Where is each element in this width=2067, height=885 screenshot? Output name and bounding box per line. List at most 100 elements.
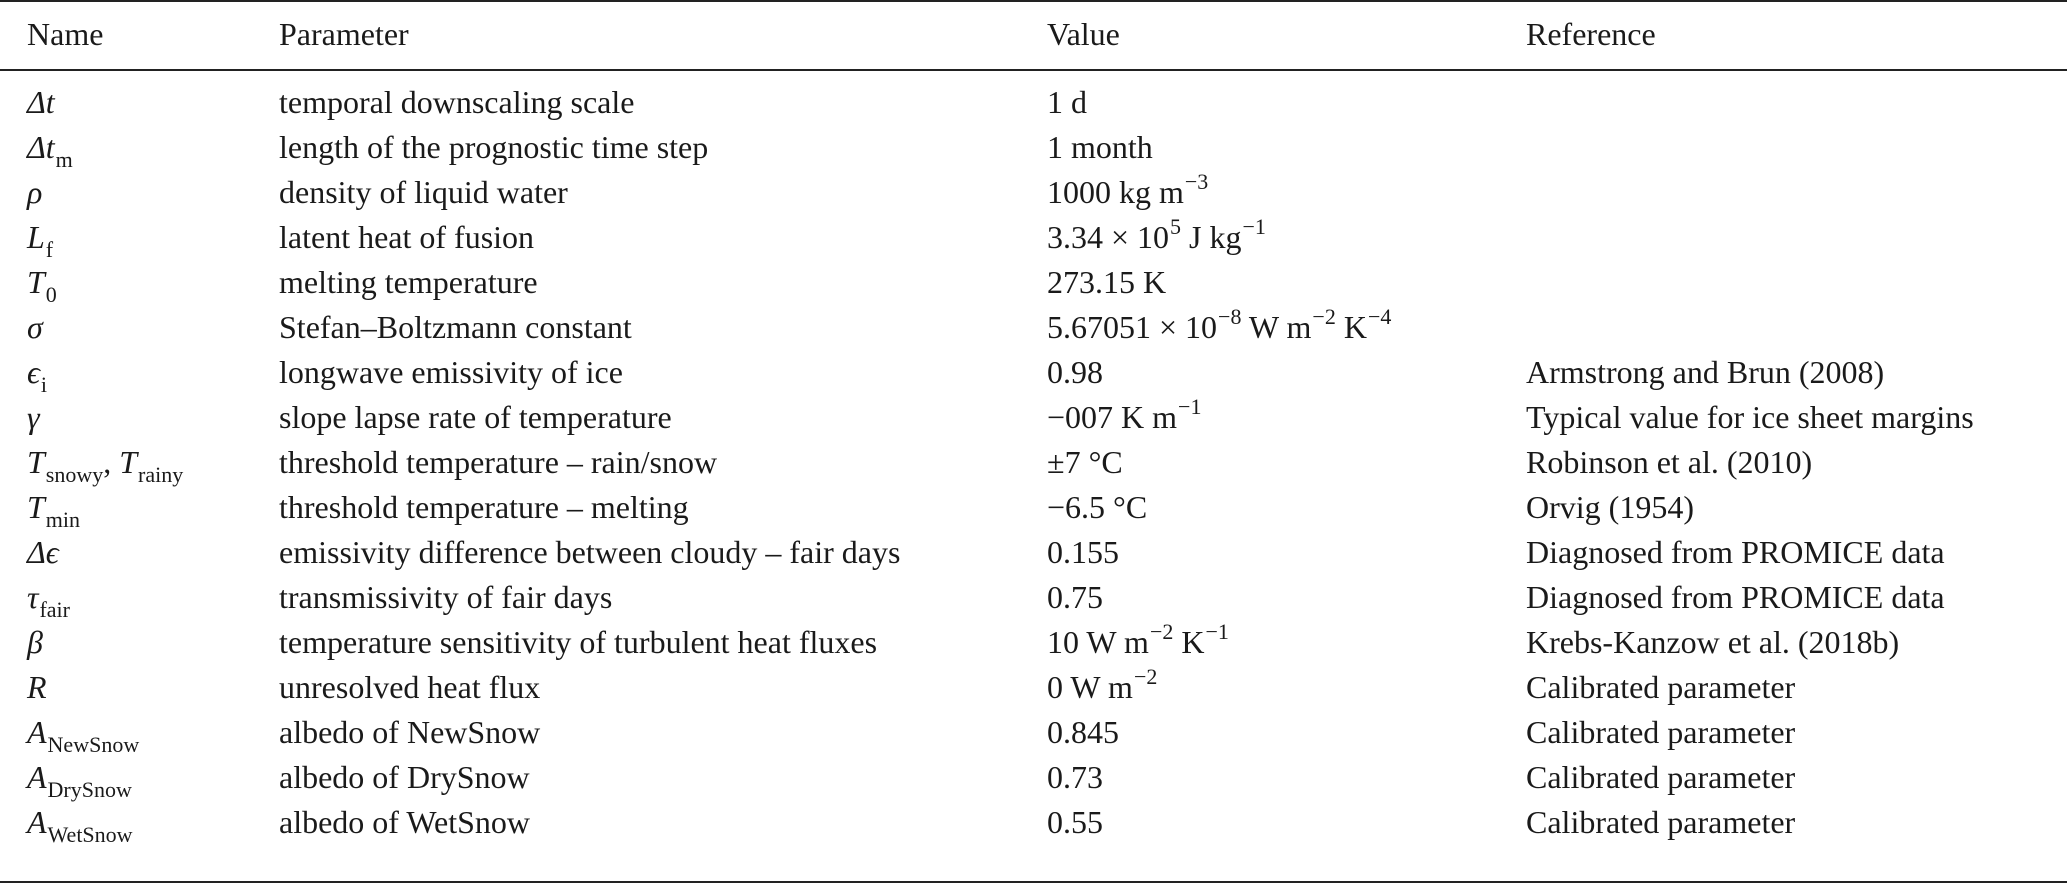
table-row: ADrySnow albedo of DrySnow 0.73 Calibrat…: [0, 755, 2067, 802]
parameter-cell: temperature sensitivity of turbulent hea…: [279, 624, 878, 660]
parameter-cell: Stefan–Boltzmann constant: [279, 309, 632, 345]
value-text: 0.98: [1047, 354, 1103, 390]
table-row: ϵi longwave emissivity of ice 0.98 Armst…: [0, 350, 2067, 397]
table-row: β temperature sensitivity of turbulent h…: [0, 619, 2067, 665]
symbol: T: [27, 489, 45, 525]
value-text: 0 W m: [1047, 669, 1133, 705]
header-value: Value: [1047, 16, 1120, 52]
symbol: Δϵ: [27, 534, 59, 570]
symbol-cell: ϵi: [27, 350, 47, 397]
value-cell: 0.55: [1047, 800, 1103, 845]
value-cell: 3.34 × 105 J kg−1: [1047, 214, 1266, 260]
parameter-cell: slope lapse rate of temperature: [279, 399, 672, 435]
table-header-rule: [0, 69, 2067, 71]
parameter-cell: albedo of DrySnow: [279, 759, 530, 795]
value-unit-2-exponent: −4: [1367, 304, 1392, 329]
table-header-row: Name Parameter Value Reference: [0, 12, 2067, 57]
value-exponent: −2: [1149, 619, 1174, 644]
table-row: Δtm length of the prognostic time step 1…: [0, 125, 2067, 172]
reference-cell: Diagnosed from PROMICE data: [1526, 534, 1945, 570]
value-cell: 1 month: [1047, 125, 1153, 170]
symbol-cell: γ: [27, 395, 40, 440]
parameter-cell: latent heat of fusion: [279, 219, 535, 255]
symbol-subscript: f: [45, 237, 54, 262]
table-row: T0 melting temperature 273.15 K: [0, 260, 2067, 307]
symbol-2: T: [119, 444, 138, 480]
table-row: ANewSnow albedo of NewSnow 0.845 Calibra…: [0, 710, 2067, 757]
table-row: Δϵ emissivity difference between cloudy …: [0, 530, 2067, 575]
parameter-cell: albedo of NewSnow: [279, 714, 541, 750]
value-cell: 0 W m−2: [1047, 664, 1158, 710]
reference-cell: Krebs-Kanzow et al. (2018b): [1526, 624, 1900, 660]
value-text: −007 K m: [1047, 399, 1178, 435]
parameter-cell: longwave emissivity of ice: [279, 354, 623, 390]
parameter-cell: threshold temperature – melting: [279, 489, 689, 525]
table-row: Lf latent heat of fusion 3.34 × 105 J kg…: [0, 214, 2067, 262]
value-cell: 1 d: [1047, 80, 1087, 125]
value-unit: W m: [1241, 309, 1312, 345]
value-cell: 0.98: [1047, 350, 1103, 395]
symbol: Δt: [27, 129, 55, 165]
table-top-rule: [0, 0, 2067, 2]
value-text: 0.155: [1047, 534, 1119, 570]
value-text: 0.75: [1047, 579, 1103, 615]
symbol-cell: Tsnowy, Trainy: [27, 440, 183, 487]
symbol: β: [27, 624, 43, 660]
value-text: −6.5 °C: [1047, 489, 1148, 525]
symbol-cell: ADrySnow: [27, 755, 132, 802]
value-cell: −007 K m−1: [1047, 394, 1201, 440]
value-text: 10 W m: [1047, 624, 1149, 660]
symbol-separator: ,: [103, 444, 120, 480]
symbol-subscript: WetSnow: [47, 822, 133, 847]
value-unit-exponent: −1: [1205, 619, 1229, 644]
value-text: 0.73: [1047, 759, 1103, 795]
value-text: 273.15 K: [1047, 264, 1167, 300]
table-row: γ slope lapse rate of temperature −007 K…: [0, 394, 2067, 440]
symbol: γ: [27, 399, 40, 435]
value-exponent: −2: [1133, 664, 1158, 689]
symbol: ϵ: [27, 354, 40, 390]
value-text: 3.34 × 10: [1047, 219, 1170, 255]
value-unit-2: K: [1335, 309, 1367, 345]
value-exponent: −8: [1218, 304, 1242, 329]
value-text: 0.55: [1047, 804, 1103, 840]
symbol-cell: Δt: [27, 80, 55, 125]
symbol: R: [27, 669, 47, 705]
symbol: τ: [27, 579, 39, 615]
parameter-cell: threshold temperature – rain/snow: [279, 444, 718, 480]
parameter-cell: emissivity difference between cloudy – f…: [279, 534, 901, 570]
table-row: τfair transmissivity of fair days 0.75 D…: [0, 575, 2067, 622]
value-cell: ±7 °C: [1047, 440, 1123, 485]
value-cell: 5.67051 × 10−8 W m−2 K−4: [1047, 304, 1392, 350]
symbol-cell: Δϵ: [27, 530, 59, 575]
symbol: A: [27, 804, 47, 840]
symbol: A: [27, 759, 47, 795]
value-text: ±7 °C: [1047, 444, 1123, 480]
symbol: T: [27, 444, 45, 480]
value-cell: 0.75: [1047, 575, 1103, 620]
header-name: Name: [27, 16, 104, 52]
value-cell: 10 W m−2 K−1: [1047, 619, 1229, 665]
table-row: Δt temporal downscaling scale 1 d: [0, 80, 2067, 125]
value-cell: 273.15 K: [1047, 260, 1166, 305]
reference-cell: Armstrong and Brun (2008): [1526, 354, 1885, 390]
symbol: σ: [27, 309, 43, 345]
symbol-cell: AWetSnow: [27, 800, 133, 847]
table-bottom-rule: [0, 881, 2067, 883]
symbol-cell: Lf: [27, 215, 54, 262]
table-row: Tmin threshold temperature – melting −6.…: [0, 485, 2067, 532]
symbol-subscript: NewSnow: [47, 732, 140, 757]
symbol: L: [27, 219, 45, 255]
parameter-cell: density of liquid water: [279, 174, 568, 210]
value-unit: J kg: [1181, 219, 1242, 255]
value-text: 1 d: [1047, 84, 1087, 120]
value-text: 1000 kg m: [1047, 174, 1184, 210]
parameter-cell: unresolved heat flux: [279, 669, 541, 705]
symbol-cell: β: [27, 620, 43, 665]
value-unit: K: [1173, 624, 1205, 660]
value-cell: −6.5 °C: [1047, 485, 1147, 530]
reference-cell: Orvig (1954): [1526, 489, 1694, 525]
table-row: σ Stefan–Boltzmann constant 5.67051 × 10…: [0, 304, 2067, 350]
parameter-cell: albedo of WetSnow: [279, 804, 531, 840]
